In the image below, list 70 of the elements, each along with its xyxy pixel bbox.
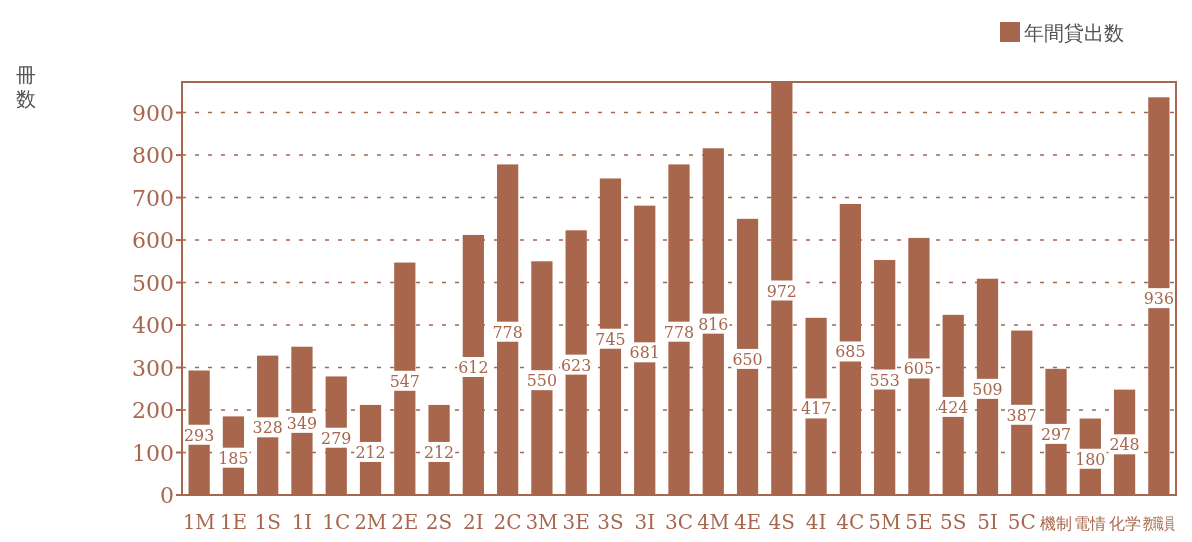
data-label: 650 — [732, 348, 765, 369]
data-label: 612 — [458, 356, 491, 377]
data-label: 248 — [1109, 434, 1142, 455]
y-tick-label: 100 — [132, 440, 174, 466]
y-tick-label: 600 — [132, 228, 174, 254]
x-tick-label: 1E — [219, 510, 248, 534]
data-label: 605 — [903, 358, 937, 379]
data-label: 681 — [629, 342, 663, 363]
data-label: 424 — [938, 396, 971, 417]
data-label: 387 — [1006, 404, 1040, 425]
x-tick-label: 3I — [634, 510, 656, 534]
data-label: 550 — [526, 370, 560, 391]
y-tick-label: 200 — [132, 398, 174, 424]
x-tick-label: 3M — [525, 510, 559, 534]
data-label: 180 — [1075, 448, 1108, 469]
data-label: 297 — [1040, 423, 1074, 444]
x-tick-label: 2I — [463, 510, 484, 534]
x-tick-label: 5E — [905, 510, 933, 534]
x-tick-label: 化学 — [1108, 514, 1141, 533]
data-label: 936 — [1143, 288, 1177, 309]
x-tick-label: 2E — [391, 510, 419, 534]
x-tick-label: 4M — [697, 510, 731, 534]
data-label: 553 — [869, 369, 902, 390]
data-label: 623 — [561, 354, 594, 375]
data-label: 185 — [218, 447, 251, 468]
x-tick-label: 4E — [733, 510, 762, 534]
x-tick-label: 5C — [1007, 510, 1036, 534]
x-tick-label: 5S — [939, 510, 967, 534]
data-label: 328 — [252, 417, 285, 438]
x-tick-label: 1M — [183, 510, 217, 534]
data-label: 778 — [492, 321, 525, 342]
data-label: 212 — [423, 441, 457, 462]
y-tick-label: 900 — [132, 100, 174, 126]
x-tick-label: 1C — [322, 510, 351, 534]
data-label: 417 — [800, 398, 834, 419]
y-tick-label: 700 — [132, 185, 174, 211]
y-tick-label: 800 — [132, 143, 174, 169]
data-label: 212 — [355, 441, 388, 462]
x-tick-label: 5I — [977, 510, 998, 534]
x-tick-label: 1S — [254, 510, 281, 534]
data-label: 509 — [972, 378, 1005, 399]
y-axis-title: 冊数 — [16, 63, 36, 111]
y-tick-label: 400 — [132, 313, 174, 339]
x-tick-label: 4C — [836, 510, 865, 534]
data-label: 745 — [595, 328, 628, 349]
x-tick-label: 3E — [562, 510, 590, 534]
x-tick-label: 2S — [425, 510, 453, 534]
y-tick-label: 0 — [160, 483, 174, 508]
x-tick-label: 2M — [354, 510, 388, 534]
x-tick-label: 4I — [805, 510, 827, 534]
data-label: 778 — [663, 321, 697, 342]
data-label: 816 — [698, 313, 731, 334]
data-label: 279 — [321, 427, 354, 448]
data-label: 547 — [389, 370, 423, 391]
x-tick-label: 電情 — [1074, 514, 1107, 533]
data-label: 349 — [286, 412, 320, 433]
y-tick-label: 500 — [132, 270, 174, 296]
x-tick-label: 1I — [291, 510, 313, 534]
x-tick-label: 3C — [664, 510, 694, 534]
x-tick-label: 3S — [597, 510, 624, 534]
x-tick-label: 4S — [768, 510, 796, 534]
x-tick-label: 機制 — [1040, 514, 1073, 533]
x-tick-label: 5M — [868, 510, 902, 534]
x-tick-label: 教職員 — [1142, 514, 1191, 533]
data-label: 685 — [835, 341, 868, 362]
y-tick-label: 300 — [132, 355, 174, 381]
legend-label: 年間貸出数 — [1024, 21, 1124, 45]
x-tick-label: 2C — [493, 510, 522, 534]
data-label: 293 — [184, 424, 217, 445]
data-label: 972 — [766, 280, 800, 301]
